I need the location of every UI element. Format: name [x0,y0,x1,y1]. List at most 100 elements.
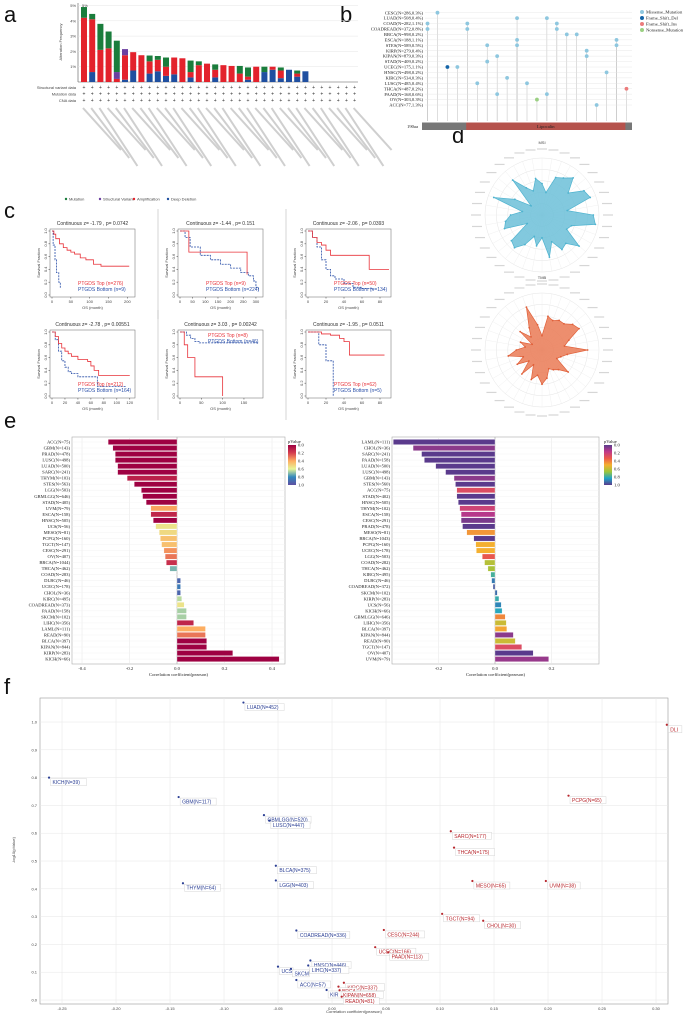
y-tick-label: 0.4 [43,266,48,272]
row-label: COADREAD(N=372) [349,584,391,589]
radar-point [519,330,522,333]
km-plot: Continuous z= -1.95 , p= 0.0511 0.0 0.2 0.4… [285,310,392,420]
point-label-box [569,796,607,804]
correlation-bar [462,523,496,530]
y-tick-label: 0.2 [31,942,37,947]
bar-segment-amplification [253,66,260,82]
y-tick-label: 2% [70,49,76,54]
bar-segment-structural-variant [113,72,120,79]
y-axis-label: Survival Fraction [164,349,169,379]
x-tick-label: -0.05 [273,1006,283,1011]
radar-point [528,326,531,329]
correlation-bar [412,445,496,451]
point-label-box [270,821,311,829]
row-label: COADREAD(N=373) [29,602,71,607]
correlation-bar [393,439,496,445]
correlation-bar [435,463,496,469]
x-tick-label: 80 [378,400,383,405]
legend-marker [640,16,644,20]
row-label: STES(N=589,0.5%) [386,43,424,49]
row-mark: + [271,85,274,91]
x-tick-label: 150 [105,299,112,304]
spoke-label-placeholder [559,152,570,154]
row-label: ACC(N=75) [367,488,390,493]
x-tick-label: 0 [307,400,310,405]
spoke-label-placeholder [601,202,612,205]
spoke-label-placeholder [548,414,559,416]
row-mark: + [165,98,168,104]
data-point [338,989,341,992]
survival-curve-top [180,230,248,275]
row-mark: + [329,98,332,104]
mutation-point [554,21,559,26]
row-label: KIPAN(N=879,0.3%) [383,54,424,60]
row-label: BLCA(N=397) [42,638,71,643]
row-label: BLCA(N=397) [362,626,391,631]
correlation-bar [161,541,178,548]
legend-label: Amplification [137,197,160,202]
row-label: SARC(N=241) [362,452,390,457]
data-point [262,814,266,817]
row-mark: + [124,92,127,98]
row-mark: + [83,98,86,104]
mutation-point [485,59,490,64]
row-mark: + [296,85,299,91]
plot-frame [177,329,264,399]
radar-point [536,374,539,377]
lipocalin-domain [466,122,626,130]
row-mark: + [312,92,315,98]
correlation-bar [490,571,496,578]
row-mark: + [140,98,143,104]
point-label: GBMLGG(N=520) [267,818,307,824]
point-label: ACC(N=57) [300,982,326,988]
bar-segment-amplification [97,49,104,82]
point-label: KIR [330,992,339,998]
spoke-label-placeholder [599,371,610,374]
y-tick-label: 0.4 [31,886,37,891]
x-axis-label: Correlation coefficient(pearson) [466,672,525,677]
spoke-label-placeholder [479,247,490,249]
row-mark: + [115,98,118,104]
point-label-box [297,980,331,989]
bar-segment-amplification [105,48,112,82]
row-label: CESC(N=286,0.3%) [385,10,424,16]
radar-point [536,323,539,326]
point-label: BLCA(N=375) [279,868,311,874]
correlation-bar [164,553,178,560]
panel-b-lollipop-chart: CESC(N=286,0.3%)LUAD(N=508,0.4%)COAD(N=2… [371,10,684,130]
legend-marker [640,28,644,32]
bar-segment-amplification [138,55,145,82]
spoke-label-placeholder [471,349,481,351]
mutation-point [604,70,609,75]
mutation-point [425,21,430,26]
survival-curve-bottom [180,230,259,292]
km-title: Continuous z= 3.03 , p= 0.00242 [184,322,257,328]
row-label: UCEC(N=178) [42,584,71,589]
category-label-rotated [164,107,204,159]
data-point [471,879,474,883]
spoke-label-placeholder [570,406,580,408]
x-tick-label: 200 [124,299,131,304]
panel-e-right-correlation-bars: -0.2 0.0 0.2 Correlation coefficient(pearso… [349,436,620,677]
y-tick-label: 0.2 [299,380,304,386]
y-tick-label: 0.2 [171,279,176,285]
x-tick-label: 300 [253,299,260,304]
y-tick-label: 1.0 [43,227,48,233]
spoke-label-placeholder [599,191,610,194]
x-tick-label: 0 [51,299,54,304]
row-mark: + [165,85,168,91]
legend-label: Frame_Shift_Ins [646,22,677,27]
plot-frame [177,228,264,298]
radar-point [509,214,512,216]
y-tick-label: 0.6 [43,253,48,259]
row-mark: + [279,98,282,104]
y-tick-label: 0.8 [171,341,176,347]
correlation-bar [494,608,503,614]
legend-top: PTGDS Top (n=9) [206,281,246,287]
survival-curve-top [52,331,130,376]
category-label-rotated [139,107,180,159]
row-label: UVM(N=79) [366,657,391,662]
bar-segment-mutation [277,67,284,71]
row-label: STES(N=560) [363,482,390,487]
radar-point [550,240,553,243]
